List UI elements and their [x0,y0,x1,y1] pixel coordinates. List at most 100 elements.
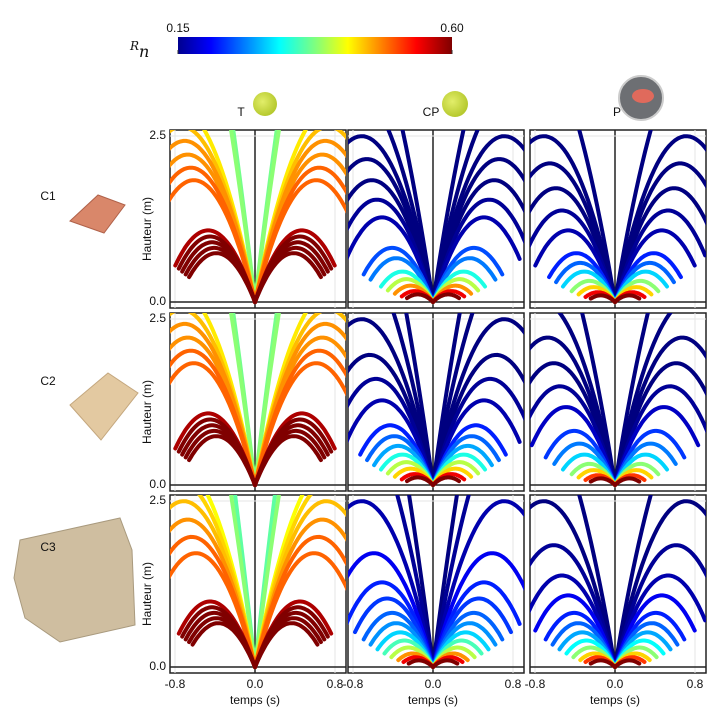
trajectory [348,197,435,304]
trajectory [530,186,617,304]
trajectory [386,130,435,304]
trajectory [406,658,435,669]
trajectory [348,352,435,487]
trajectory [405,292,435,304]
row-label: C2 [40,374,56,388]
tile-c1 [69,194,126,234]
trajectory [530,208,617,304]
trajectory [431,130,480,304]
trajectory [613,228,697,304]
trajectory [613,293,642,304]
trajectory [543,428,617,487]
trajectory [253,130,281,304]
trajectory [588,476,617,487]
trajectory [431,313,462,487]
trajectory [400,130,435,304]
trajectory [613,313,650,487]
trajectory [253,434,323,487]
trajectory [613,384,706,487]
panel: -0.8 0.0 0.8 temps (s) [525,494,707,707]
trajectory [431,215,522,304]
tile-c2 [69,372,139,441]
trajectory [613,593,697,669]
trajectory [253,495,281,669]
trajectory [613,208,706,304]
trajectory [253,178,346,304]
y-tick-label: 0.0 [149,477,166,491]
colorbar [178,37,452,54]
panel: 0.0 2.5 Hauteur (m) [140,128,347,309]
plot-area [348,495,524,673]
y-tick-label: 0.0 [149,294,166,308]
trajectory [187,434,257,487]
trajectory [431,499,524,669]
x-tick-label: -0.8 [525,677,546,691]
trajectory [229,313,257,487]
x-tick-label: -0.8 [165,677,186,691]
plot-area [348,313,524,491]
trajectory [431,495,471,669]
trajectory [533,593,617,669]
column-label: T [237,105,245,119]
plot-area [170,313,346,491]
trajectory [431,352,524,487]
trajectory [391,313,435,487]
panel [529,129,707,309]
trajectory [348,157,435,304]
trajectory [530,405,617,487]
trajectory [229,495,257,669]
trajectory [170,361,257,487]
x-tick-label: 0.0 [247,677,264,691]
trajectory [530,543,617,669]
trajectory [613,476,642,487]
trajectory [348,215,435,304]
trajectory [530,573,617,669]
trajectory [431,178,524,304]
plot-area [530,130,706,308]
plot-area [170,130,346,308]
plot-area [348,130,524,308]
trajectory [348,398,435,487]
trajectory [613,335,706,487]
trajectory [577,495,617,669]
column-label: CP [423,105,440,119]
trajectory [613,186,706,304]
trajectory [431,658,460,669]
trajectory [348,551,435,669]
trajectory [613,405,701,487]
trajectory [253,313,281,487]
plot-area [170,495,346,673]
panel [347,312,525,492]
column-label: P [613,105,621,119]
x-tick-label: 0.8 [687,677,704,691]
row-label: C1 [40,189,56,203]
trajectory [613,573,706,669]
trajectory [530,161,617,304]
x-tick-label: 0.8 [505,677,522,691]
x-tick-label: 0.8 [327,677,344,691]
trajectory [431,596,513,669]
trajectory [368,256,435,304]
trajectory [348,134,435,304]
trajectory [613,658,642,669]
trajectory [530,384,617,487]
ball-icon [442,91,468,117]
trajectory [431,495,459,669]
trajectory [613,161,706,304]
panel [529,312,707,492]
trajectory [431,157,524,304]
trajectory [431,134,524,304]
trajectory [613,495,653,669]
trajectory [348,178,435,304]
symbol: R [129,39,139,53]
trajectory [431,475,461,487]
y-tick-label: 2.5 [149,128,166,142]
y-axis-label: Hauteur (m) [140,562,154,626]
trajectory [190,621,257,669]
trajectory [613,361,706,487]
trajectory [431,292,461,304]
trajectory [613,134,706,304]
trajectory [613,441,678,487]
trajectory [348,376,435,487]
trajectory [431,580,522,669]
